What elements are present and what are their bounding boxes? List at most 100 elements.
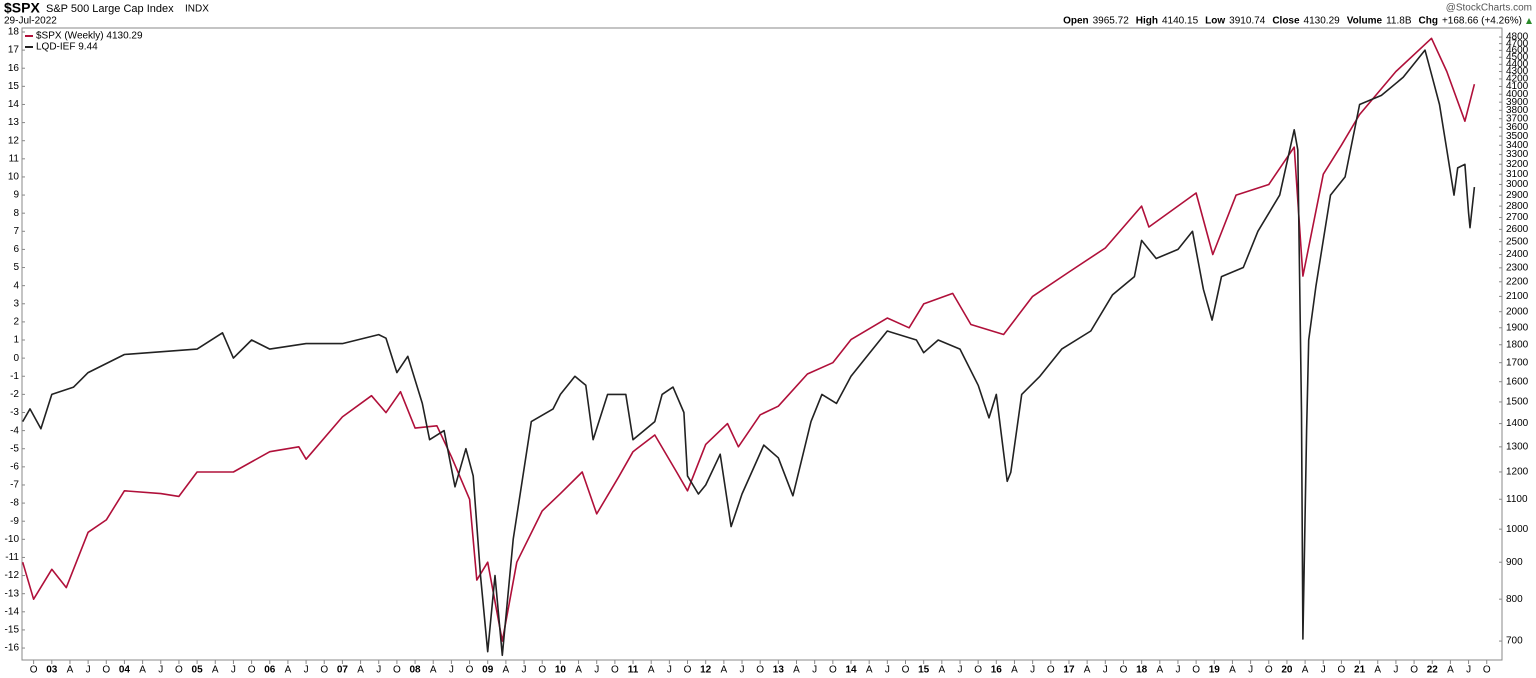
x-tick-label: A xyxy=(67,665,74,676)
x-tick-label: J xyxy=(1466,665,1471,676)
x-tick-label: J xyxy=(1393,665,1398,676)
y-tick-label: -12 xyxy=(5,570,20,581)
y2-tick-label: 2500 xyxy=(1506,236,1529,247)
x-tick-label: A xyxy=(866,665,873,676)
x-tick-label: 12 xyxy=(700,665,712,676)
stat-label: Close xyxy=(1272,16,1300,27)
y2-tick-label: 2600 xyxy=(1506,224,1529,235)
y2-tick-label: 4000 xyxy=(1506,89,1529,100)
x-tick-label: O xyxy=(1410,665,1418,676)
y2-tick-label: 1100 xyxy=(1506,494,1528,505)
series-line xyxy=(21,37,1476,642)
y2-tick-label: 3800 xyxy=(1506,105,1529,116)
y-tick-label: -9 xyxy=(10,516,19,527)
x-tick-label: J xyxy=(667,665,672,676)
stat-label: Chg xyxy=(1418,16,1437,27)
index-name: S&P 500 Large Cap Index xyxy=(46,3,174,15)
y2-tick-label: 3500 xyxy=(1506,131,1529,142)
y2-tick-label: 3400 xyxy=(1506,140,1529,151)
x-tick-label: O xyxy=(393,665,401,676)
y-tick-label: -8 xyxy=(10,498,19,509)
legend-label: $SPX (Weekly) 4130.29 xyxy=(36,31,143,42)
x-tick-label: 16 xyxy=(991,665,1003,676)
x-tick-label: 14 xyxy=(845,665,857,676)
x-tick-label: J xyxy=(1175,665,1180,676)
stat-value: 11.8B xyxy=(1386,16,1412,27)
x-tick-label: A xyxy=(575,665,582,676)
x-tick-label: O xyxy=(974,665,982,676)
x-tick-label: A xyxy=(1302,665,1309,676)
x-tick-label: J xyxy=(1248,665,1253,676)
y-tick-label: 2 xyxy=(13,317,19,328)
y2-tick-label: 1700 xyxy=(1506,357,1529,368)
y-tick-label: 18 xyxy=(8,27,20,38)
y-tick-label: 1 xyxy=(13,335,19,346)
x-tick-label: 17 xyxy=(1063,665,1075,676)
x-tick-label: 07 xyxy=(337,665,349,676)
x-tick-label: O xyxy=(466,665,474,676)
y-tick-label: -2 xyxy=(10,389,19,400)
x-tick-label: A xyxy=(430,665,437,676)
x-tick-label: 11 xyxy=(628,665,639,676)
y2-tick-label: 1900 xyxy=(1506,322,1529,333)
x-tick-label: A xyxy=(793,665,800,676)
x-tick-label: 03 xyxy=(46,665,58,676)
stat-label: Volume xyxy=(1347,16,1383,27)
y2-tick-label: 3700 xyxy=(1506,113,1529,124)
y-tick-label: -5 xyxy=(10,443,19,454)
x-tick-label: A xyxy=(1374,665,1381,676)
x-tick-label: A xyxy=(1084,665,1091,676)
x-tick-label: O xyxy=(248,665,256,676)
y2-tick-label: 1300 xyxy=(1506,441,1529,452)
series-line xyxy=(22,49,1476,657)
y2-tick-label: 4100 xyxy=(1506,81,1529,92)
x-tick-label: J xyxy=(449,665,454,676)
y-tick-label: 8 xyxy=(13,208,19,219)
y-tick-label: -11 xyxy=(5,552,19,563)
x-tick-label: J xyxy=(740,665,745,676)
x-tick-label: 08 xyxy=(410,665,422,676)
y2-tick-label: 3300 xyxy=(1506,149,1529,160)
stat-value: 3965.72 xyxy=(1093,16,1130,27)
x-tick-label: O xyxy=(902,665,910,676)
stat-value: 4130.29 xyxy=(1304,16,1341,27)
y2-tick-label: 1500 xyxy=(1506,397,1529,408)
y2-tick-label: 4200 xyxy=(1506,74,1529,85)
x-tick-label: J xyxy=(1030,665,1035,676)
y-tick-label: -16 xyxy=(5,643,20,654)
y2-tick-label: 700 xyxy=(1506,636,1523,647)
x-tick-label: J xyxy=(304,665,309,676)
y2-tick-label: 3900 xyxy=(1506,97,1529,108)
y2-tick-label: 3000 xyxy=(1506,179,1529,190)
x-tick-label: J xyxy=(594,665,599,676)
stat-label: High xyxy=(1136,16,1158,27)
y2-tick-label: 2100 xyxy=(1506,291,1529,302)
stat-value: 4140.15 xyxy=(1162,16,1199,27)
y2-tick-label: 2700 xyxy=(1506,212,1529,223)
x-tick-label: O xyxy=(1483,665,1491,676)
chart-date: 29-Jul-2022 xyxy=(4,16,57,27)
x-tick-label: O xyxy=(829,665,837,676)
y2-tick-label: 4600 xyxy=(1506,45,1529,56)
x-tick-label: O xyxy=(30,665,38,676)
x-tick-label: J xyxy=(231,665,236,676)
x-tick-label: O xyxy=(1338,665,1346,676)
x-tick-label: O xyxy=(1120,665,1128,676)
y2-tick-label: 1400 xyxy=(1506,418,1529,429)
y2-tick-label: 4800 xyxy=(1506,32,1529,43)
y2-tick-label: 1200 xyxy=(1506,467,1529,478)
y-tick-label: -13 xyxy=(5,588,20,599)
y2-tick-label: 2900 xyxy=(1506,190,1529,201)
y2-tick-label: 2200 xyxy=(1506,276,1529,287)
stat-label: Low xyxy=(1205,16,1225,27)
x-tick-label: J xyxy=(812,665,817,676)
y-tick-label: -6 xyxy=(10,461,19,472)
y-tick-label: -15 xyxy=(5,625,20,636)
x-tick-label: O xyxy=(1192,665,1200,676)
y-tick-label: 4 xyxy=(13,280,19,291)
y-tick-label: 3 xyxy=(13,298,19,309)
x-tick-label: 22 xyxy=(1427,665,1439,676)
x-tick-label: O xyxy=(102,665,110,676)
x-tick-label: A xyxy=(1156,665,1163,676)
